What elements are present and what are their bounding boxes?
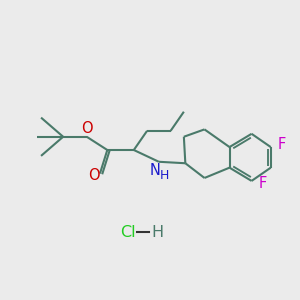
Text: N: N	[150, 163, 161, 178]
Text: H: H	[152, 225, 164, 240]
Text: O: O	[82, 121, 93, 136]
Text: Cl: Cl	[120, 225, 135, 240]
Text: F: F	[259, 176, 267, 191]
Text: H: H	[159, 169, 169, 182]
Text: O: O	[88, 168, 99, 183]
Text: F: F	[278, 137, 286, 152]
